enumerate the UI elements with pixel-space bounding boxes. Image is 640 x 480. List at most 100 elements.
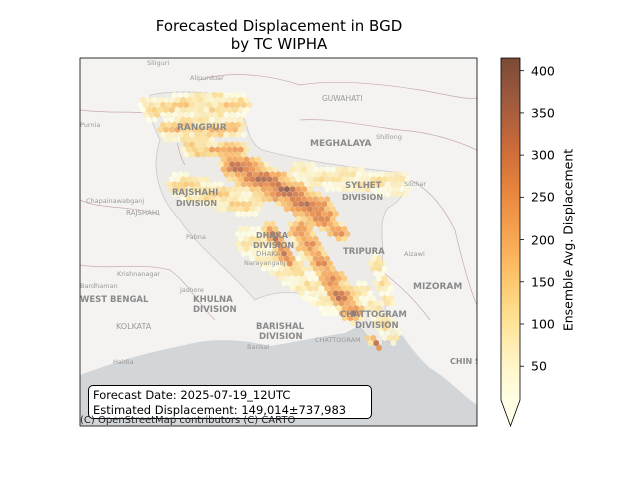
displacement-hex-cell [220, 205, 227, 213]
displacement-hex-cell [292, 171, 299, 178]
displacement-hex-cell [341, 176, 348, 183]
displacement-hex-cell [209, 96, 215, 104]
displacement-hex-cell [174, 96, 181, 104]
basemap-label-city: Aizawl [404, 250, 425, 258]
displacement-hex-cell [163, 116, 169, 123]
displacement-hex-cell [212, 200, 218, 208]
displacement-hex-cell [203, 106, 209, 114]
displacement-hex-cell [148, 111, 155, 118]
displacement-hex-cell [376, 285, 382, 292]
displacement-hex-cell [246, 171, 253, 178]
displacement-hex-cell [145, 106, 152, 114]
displacement-hex-cell [312, 235, 319, 242]
displacement-hex-cell [200, 91, 207, 99]
displacement-hex-cell [373, 280, 379, 287]
displacement-hex-cell [217, 91, 224, 99]
displacement-hex-cell [240, 191, 247, 198]
displacement-hex-cell [191, 196, 198, 203]
displacement-hex-cell [263, 161, 270, 168]
displacement-hex-cell [177, 131, 184, 138]
displacement-hex-cell [148, 101, 155, 109]
displacement-hex-cell [191, 106, 198, 114]
displacement-hex-cell [166, 181, 172, 188]
displacement-hex-cell [289, 186, 296, 193]
displacement-hex-cell [333, 300, 339, 307]
displacement-hex-cell [232, 146, 238, 153]
displacement-hex-cell [137, 101, 143, 109]
displacement-hex-cell [177, 111, 184, 118]
displacement-hex-cell [209, 136, 215, 143]
displacement-hex-cell [278, 275, 284, 282]
displacement-hex-cell [298, 171, 305, 178]
displacement-hex-cell [298, 280, 305, 287]
displacement-hex-cell [310, 161, 316, 168]
displacement-hex-cell [243, 186, 250, 193]
displacement-hex-cell [301, 255, 307, 262]
displacement-hex-cell [281, 200, 287, 208]
displacement-hex-cell [229, 200, 235, 208]
displacement-hex-cell [263, 250, 270, 257]
displacement-hex-cell [266, 235, 273, 242]
displacement-hex-cell [229, 121, 235, 128]
displacement-hex-cell [321, 210, 328, 218]
displacement-hex-cell [220, 196, 227, 203]
basemap-label-region: DIVISION [193, 305, 237, 315]
displacement-hex-cell [295, 225, 302, 233]
displacement-hex-cell [209, 116, 215, 123]
displacement-hex-cell [284, 275, 290, 282]
displacement-hex-cell [315, 191, 322, 198]
displacement-hex-cell [335, 295, 342, 302]
displacement-hex-cell [367, 310, 374, 317]
displacement-hex-cell [298, 181, 305, 188]
displacement-hex-cell [327, 220, 333, 228]
displacement-hex-cell [235, 101, 241, 109]
displacement-hex-cell [212, 121, 218, 128]
displacement-hex-cell [344, 280, 351, 287]
displacement-hex-cell [382, 275, 388, 282]
displacement-hex-cell [353, 176, 359, 183]
basemap-label-region: DIVISION [259, 332, 303, 342]
displacement-hex-cell [289, 255, 296, 262]
displacement-hex-cell [281, 240, 287, 247]
displacement-hex-cell [304, 171, 310, 178]
displacement-hex-cell [197, 106, 204, 114]
displacement-hex-cell [287, 200, 293, 208]
displacement-hex-cell [335, 235, 342, 242]
displacement-hex-cell [191, 186, 198, 193]
displacement-hex-cell [356, 310, 362, 317]
displacement-hex-cell [206, 151, 212, 158]
displacement-hex-cell [183, 91, 189, 99]
displacement-hex-cell [272, 186, 279, 193]
displacement-hex-cell [206, 91, 212, 99]
displacement-hex-cell [163, 136, 169, 143]
chart-title-line1: Forecasted Displacement in BGD [155, 17, 403, 35]
displacement-hex-cell [272, 235, 279, 242]
displacement-hex-cell [168, 186, 175, 193]
displacement-hex-cell [379, 300, 385, 307]
displacement-hex-cell [174, 176, 181, 183]
displacement-hex-cell [226, 106, 233, 114]
displacement-hex-cell [223, 141, 230, 148]
displacement-hex-cell [367, 339, 374, 347]
displacement-hex-cell [361, 290, 368, 297]
displacement-hex-cell [189, 191, 195, 198]
displacement-hex-cell [226, 196, 233, 203]
displacement-hex-cell [384, 280, 391, 287]
displacement-hex-cell [226, 96, 233, 104]
displacement-hex-cell [235, 191, 241, 198]
displacement-hex-cell [238, 116, 244, 123]
displacement-hex-cell [315, 300, 322, 307]
displacement-hex-cell [261, 225, 267, 233]
displacement-hex-cell [387, 295, 394, 302]
displacement-hex-cell [382, 186, 388, 193]
displacement-hex-cell [390, 171, 397, 178]
displacement-hex-cell [338, 270, 345, 277]
displacement-hex-cell [361, 171, 368, 178]
displacement-hex-cell [203, 196, 209, 203]
displacement-hex-cell [370, 305, 377, 312]
displacement-hex-cell [284, 265, 290, 272]
basemap-label-region: RAJSHAHI [172, 188, 218, 198]
displacement-hex-cell [160, 111, 166, 118]
displacement-hex-cell [258, 230, 264, 238]
displacement-hex-cell [307, 245, 313, 252]
